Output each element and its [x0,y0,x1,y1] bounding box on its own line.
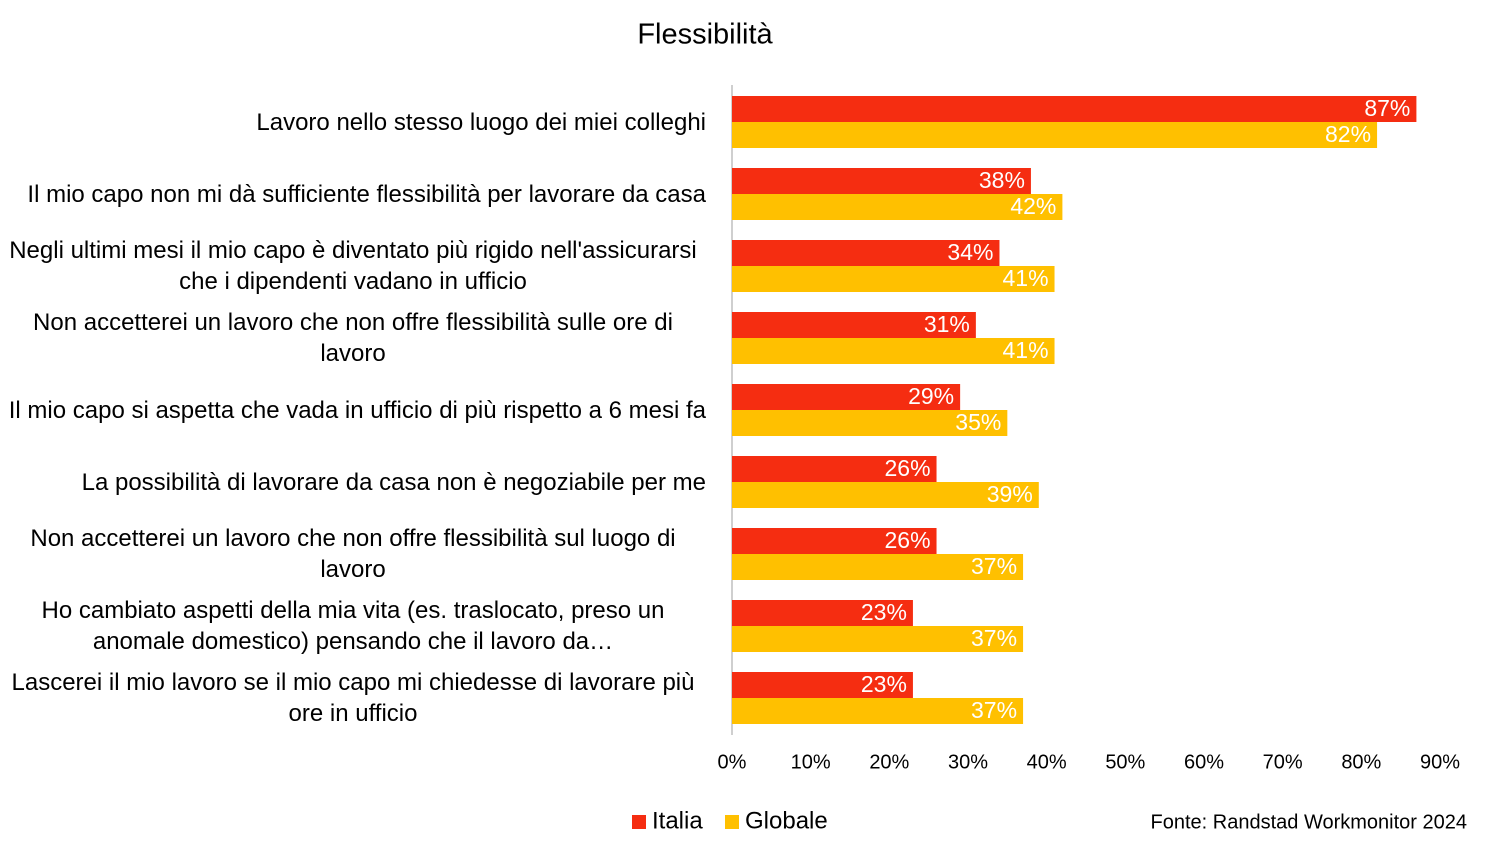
y-tick-label: Lavoro nello stesso luogo dei miei colle… [256,108,706,136]
data-label: 41% [1002,265,1048,291]
x-tick-label: 0% [718,751,747,773]
bar [732,168,1031,194]
y-tick-label: La possibilità di lavorare da casa non è… [81,468,706,496]
bar [732,600,913,626]
x-tick-label: 90% [1420,751,1460,773]
x-tick-label: 80% [1341,751,1381,773]
category-label-box: Non accetterei un lavoro che non offre f… [0,302,706,374]
legend-swatch [632,815,646,829]
x-tick-label: 30% [948,751,988,773]
data-label: 29% [908,383,954,409]
category-label-box: Lavoro nello stesso luogo dei miei colle… [0,86,706,158]
data-label: 37% [971,625,1017,651]
legend-label: Italia [652,807,703,834]
bar [732,96,1417,122]
category-label-box: Non accetterei un lavoro che non offre f… [0,518,706,590]
data-label: 82% [1325,121,1371,147]
y-tick-label: Negli ultimi mesi il mio capo è diventat… [9,237,697,295]
bar [732,626,1024,652]
x-tick-label: 70% [1263,751,1303,773]
x-tick-label: 40% [1027,751,1067,773]
y-tick-label: Il mio capo si aspetta che vada in uffic… [8,396,706,424]
category-label-box: Il mio capo si aspetta che vada in uffic… [0,374,706,446]
chart-title: Flessibilità [637,19,773,51]
bar [732,456,937,482]
bar [732,672,913,698]
data-label: 38% [979,167,1025,193]
data-label: 37% [971,697,1017,723]
data-label: 41% [1002,337,1048,363]
bar [732,122,1378,148]
bar [732,194,1063,220]
x-tick-label: 60% [1184,751,1224,773]
data-label: 26% [884,455,930,481]
data-label: 34% [947,239,993,265]
data-label: 87% [1364,95,1410,121]
bar [732,384,961,410]
bar [732,554,1024,580]
category-label-box: Negli ultimi mesi il mio capo è diventat… [0,230,706,302]
category-label-box: Il mio capo non mi dà sufficiente flessi… [0,158,706,230]
y-tick-label: Non accetterei un lavoro che non offre f… [33,309,673,367]
category-label-box: Ho cambiato aspetti della mia vita (es. … [0,590,706,662]
bar [732,698,1024,724]
x-tick-label: 20% [869,751,909,773]
bar [732,266,1055,292]
data-label: 35% [955,409,1001,435]
source: Fonte: Randstad Workmonitor 2024 [1151,811,1467,833]
category-label-box: Lascerei il mio lavoro se il mio capo mi… [0,662,706,734]
legend-label: Globale [745,807,828,834]
x-tick-label: 10% [791,751,831,773]
y-tick-label: Lascerei il mio lavoro se il mio capo mi… [11,669,695,727]
y-tick-label: Il mio capo non mi dà sufficiente flessi… [27,180,706,208]
category-label-box: La possibilità di lavorare da casa non è… [0,446,706,518]
y-tick-label: Non accetterei un lavoro che non offre f… [30,525,676,583]
data-label: 37% [971,553,1017,579]
bar [732,338,1055,364]
data-label: 42% [1010,193,1056,219]
data-label: 23% [861,599,907,625]
legend-swatch [725,815,739,829]
x-tick-label: 50% [1105,751,1145,773]
bar [732,312,976,338]
bar [732,482,1039,508]
data-label: 31% [924,311,970,337]
bar [732,240,1000,266]
data-label: 23% [861,671,907,697]
data-label: 26% [884,527,930,553]
y-tick-label: Ho cambiato aspetti della mia vita (es. … [41,597,665,655]
bar [732,410,1008,436]
bar [732,528,937,554]
data-label: 39% [987,481,1033,507]
